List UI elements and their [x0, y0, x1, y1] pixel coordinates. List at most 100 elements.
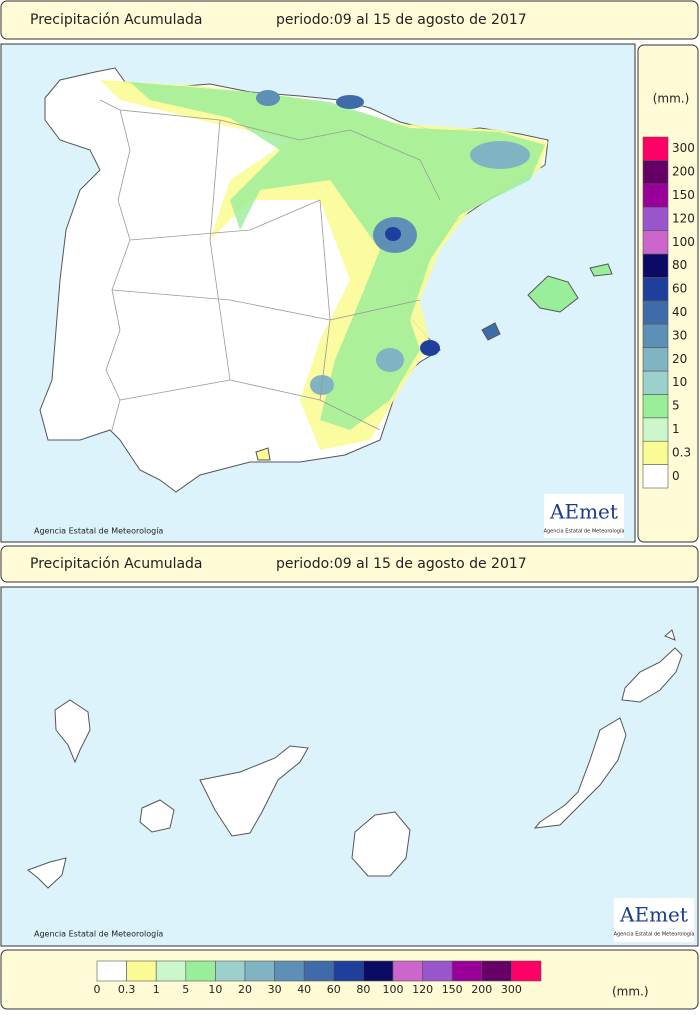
- rain-area: [420, 340, 440, 356]
- legend-label: 5: [672, 399, 680, 413]
- tenerife: [199, 745, 309, 837]
- legend-label: 5: [182, 983, 189, 996]
- legend-swatch: [303, 960, 335, 982]
- legend-label: 80: [356, 983, 370, 996]
- legend-label: 0: [94, 983, 101, 996]
- legend-swatch: [333, 960, 364, 982]
- portugal-border: [99, 99, 131, 431]
- legend-swatch: [642, 440, 669, 465]
- header-title: Precipitación Acumulada: [30, 12, 203, 28]
- legend-label: 120: [412, 983, 433, 996]
- legend-swatch: [642, 136, 669, 161]
- map-panel: [0, 586, 699, 947]
- legend-swatch: [642, 464, 669, 489]
- legend-swatch: [422, 960, 453, 982]
- mallorca: [527, 275, 579, 313]
- legend-label: 10: [208, 983, 222, 996]
- legend-label: 120: [672, 211, 695, 225]
- legend-swatch: [642, 347, 669, 372]
- logo-subtitle: Agencia Estatal de Meteorología: [544, 528, 625, 535]
- header-period: periodo:09 al 15 de agosto de 2017: [276, 556, 527, 572]
- ceuta: [255, 447, 271, 461]
- legend-unit: (mm.): [612, 985, 649, 999]
- legend-label: 30: [672, 328, 687, 342]
- legend-swatch: [642, 300, 669, 325]
- menorca: [589, 263, 613, 277]
- header-bar: [0, 545, 699, 583]
- legend-swatch: [642, 277, 669, 302]
- rain-area: [130, 82, 545, 430]
- vertical-legend: 0 0.3 1 5 10 20 30 40 60 80 100 120 150 200 300: [642, 136, 695, 489]
- legend-swatch: [155, 960, 187, 982]
- legend-label: 60: [672, 282, 687, 296]
- header-title: Precipitación Acumulada: [30, 556, 203, 572]
- legend-label: 0.3: [672, 445, 691, 459]
- legend-swatch: [451, 960, 483, 982]
- logo-name: AEmet: [549, 500, 618, 524]
- logo: AEmet Agencia Estatal de Meteorología: [544, 494, 625, 538]
- fuerteventura: [533, 717, 627, 829]
- canary-map: [26, 629, 683, 889]
- legend-swatch: [244, 960, 275, 982]
- legend-label: 0.3: [118, 983, 136, 996]
- legend-label: 10: [672, 375, 687, 389]
- legend-label: 100: [383, 983, 404, 996]
- logo-box: [544, 494, 624, 538]
- legend-swatch: [392, 960, 423, 982]
- rain-area: [376, 348, 404, 372]
- legend-label: 20: [672, 352, 687, 366]
- legend-swatch: [511, 960, 542, 982]
- logo-box: [614, 898, 694, 942]
- lanzarote: [621, 647, 683, 703]
- legend-label: 60: [327, 983, 341, 996]
- legend-swatch: [96, 960, 127, 982]
- legend-swatch: [642, 206, 669, 231]
- legend-swatch: [642, 230, 669, 255]
- legend-label: 20: [238, 983, 252, 996]
- rain-areas: [100, 80, 548, 450]
- legend-swatch: [642, 183, 669, 208]
- legend-unit: (mm.): [653, 92, 690, 106]
- legend-label: 80: [672, 258, 687, 272]
- peninsula-map: [39, 67, 613, 493]
- gran-canaria: [351, 811, 411, 877]
- legend-swatch: [642, 253, 669, 278]
- islet: [664, 629, 676, 641]
- legend-swatch: [126, 960, 157, 982]
- rain-area: [256, 90, 280, 106]
- logo: AEmet Agencia Estatal de Meteorología: [614, 898, 695, 942]
- la-gomera: [139, 799, 175, 833]
- legend-label: 200: [471, 983, 492, 996]
- legend-swatch: [185, 960, 216, 982]
- legend-label: 100: [672, 235, 695, 249]
- legend-swatch: [642, 323, 669, 348]
- legend-swatch: [363, 960, 394, 982]
- header-period: periodo:09 al 15 de agosto de 2017: [276, 12, 527, 28]
- legend-label: 200: [672, 165, 695, 179]
- legend-swatch: [642, 370, 669, 395]
- legend-label: 1: [153, 983, 160, 996]
- logo-name: AEmet: [619, 903, 688, 927]
- legend-swatch: [481, 960, 512, 982]
- legend-swatch: [642, 394, 669, 419]
- rain-area: [470, 141, 530, 169]
- legend-label: 40: [297, 983, 311, 996]
- legend-label: 30: [268, 983, 282, 996]
- legend-label: 0: [672, 469, 680, 483]
- el-hierro: [26, 857, 67, 889]
- legend-label: 1: [672, 422, 680, 436]
- rain-area: [336, 95, 364, 109]
- legend-swatch: [642, 417, 669, 442]
- legend-swatch: [642, 160, 669, 185]
- legend-swatch: [215, 960, 246, 982]
- legend-label: 150: [672, 188, 695, 202]
- horizontal-legend: 0 0.3 1 5 10 20 30 40 60 80 100 120 150 200 300: [94, 960, 542, 996]
- header-bar: [0, 0, 699, 40]
- rain-area: [385, 227, 401, 241]
- ibiza: [481, 322, 501, 341]
- legend-label: 40: [672, 305, 687, 319]
- la-palma: [54, 699, 91, 764]
- region-borders: [111, 109, 441, 431]
- logo-subtitle: Agencia Estatal de Meteorología: [614, 931, 695, 938]
